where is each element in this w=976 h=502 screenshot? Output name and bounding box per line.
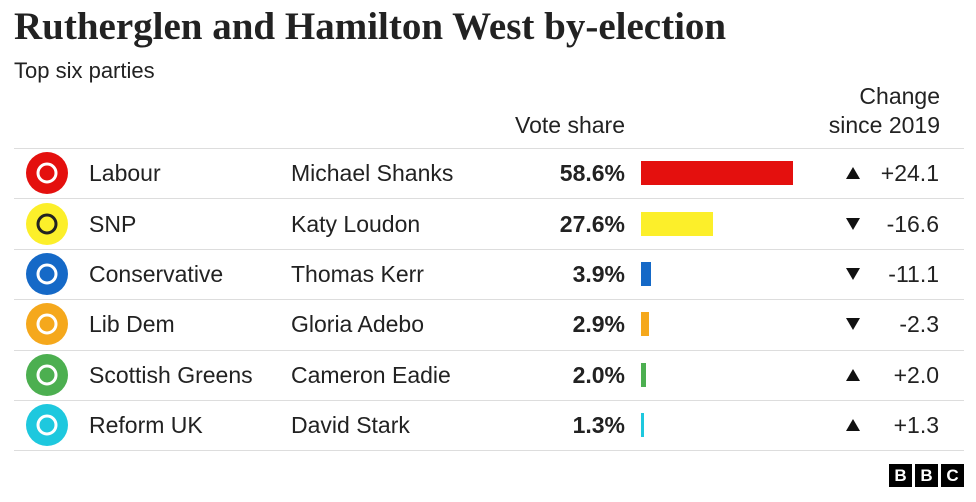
change-label: +1.3 [893,412,939,439]
bar [641,312,649,337]
icon-circle [26,253,68,295]
arrow-shape [846,268,860,280]
candidate-name: David Stark [291,412,410,439]
party-name: Scottish Greens [89,361,253,388]
chart-title: Rutherglen and Hamilton West by-election [14,5,727,48]
change-label: -11.1 [888,261,939,287]
bar [641,211,713,236]
icon-circle [26,353,68,396]
party-name: Lib Dem [89,311,175,338]
bar [641,262,652,286]
logo-letter: B [915,464,938,487]
logo-letter: B [889,464,912,487]
column-header: Change since 2019 [828,83,940,138]
icon-glyph [36,364,58,386]
party-name: Conservative [89,261,224,287]
party-name: Reform UK [89,412,203,439]
change-label: +24.1 [880,160,939,187]
bar [641,161,794,186]
value-label: 1.3% [572,412,625,439]
arrow-shape [846,318,860,331]
change-arrow [846,318,860,331]
change-arrow [846,268,860,280]
icon-circle [26,152,68,195]
value-label: 58.6% [559,160,625,187]
change-label: +2.0 [893,361,939,388]
change-arrow [846,167,860,180]
arrow-shape [846,368,860,381]
candidate-name: Cameron Eadie [291,361,451,388]
change-arrow [846,368,860,381]
icon-circle [26,303,68,346]
party-icon [26,202,68,245]
candidate-name: Thomas Kerr [291,261,424,287]
icon-glyph [36,414,58,436]
icon-glyph [36,213,58,235]
arrow-shape [846,419,860,432]
bar [641,362,647,387]
row-divider [14,349,964,351]
change-label: -2.3 [899,311,939,338]
party-icon [26,253,68,295]
candidate-name: Katy Loudon [291,210,421,237]
value-label: 27.6% [559,210,625,237]
chart-subtitle: Top six parties [14,58,155,83]
value-label: 2.0% [572,361,625,388]
value-label: 3.9% [572,261,625,287]
row-divider [14,450,964,452]
party-icon [26,303,68,346]
icon-glyph [36,263,58,285]
change-arrow [846,217,860,230]
row-divider [14,148,964,149]
icon-glyph [36,162,58,184]
row-divider [14,299,964,301]
party-icon [26,353,68,396]
candidate-name: Michael Shanks [291,160,454,187]
arrow-shape [846,217,860,230]
party-icon [26,152,68,195]
arrow-shape [846,167,860,180]
party-name: SNP [89,210,137,237]
icon-circle [26,202,68,245]
row-divider [14,248,964,250]
row-divider [14,198,964,200]
row-divider [14,400,964,401]
logo-letter: C [941,464,964,487]
change-label: -16.6 [886,210,939,237]
party-name: Labour [89,160,161,187]
icon-circle [26,404,68,447]
bar [641,413,645,438]
candidate-name: Gloria Adebo [291,311,424,338]
value-label: 2.9% [572,311,625,338]
party-icon [26,404,68,447]
column-header: Vote share [515,112,625,138]
icon-glyph [36,313,58,335]
change-arrow [846,419,860,432]
